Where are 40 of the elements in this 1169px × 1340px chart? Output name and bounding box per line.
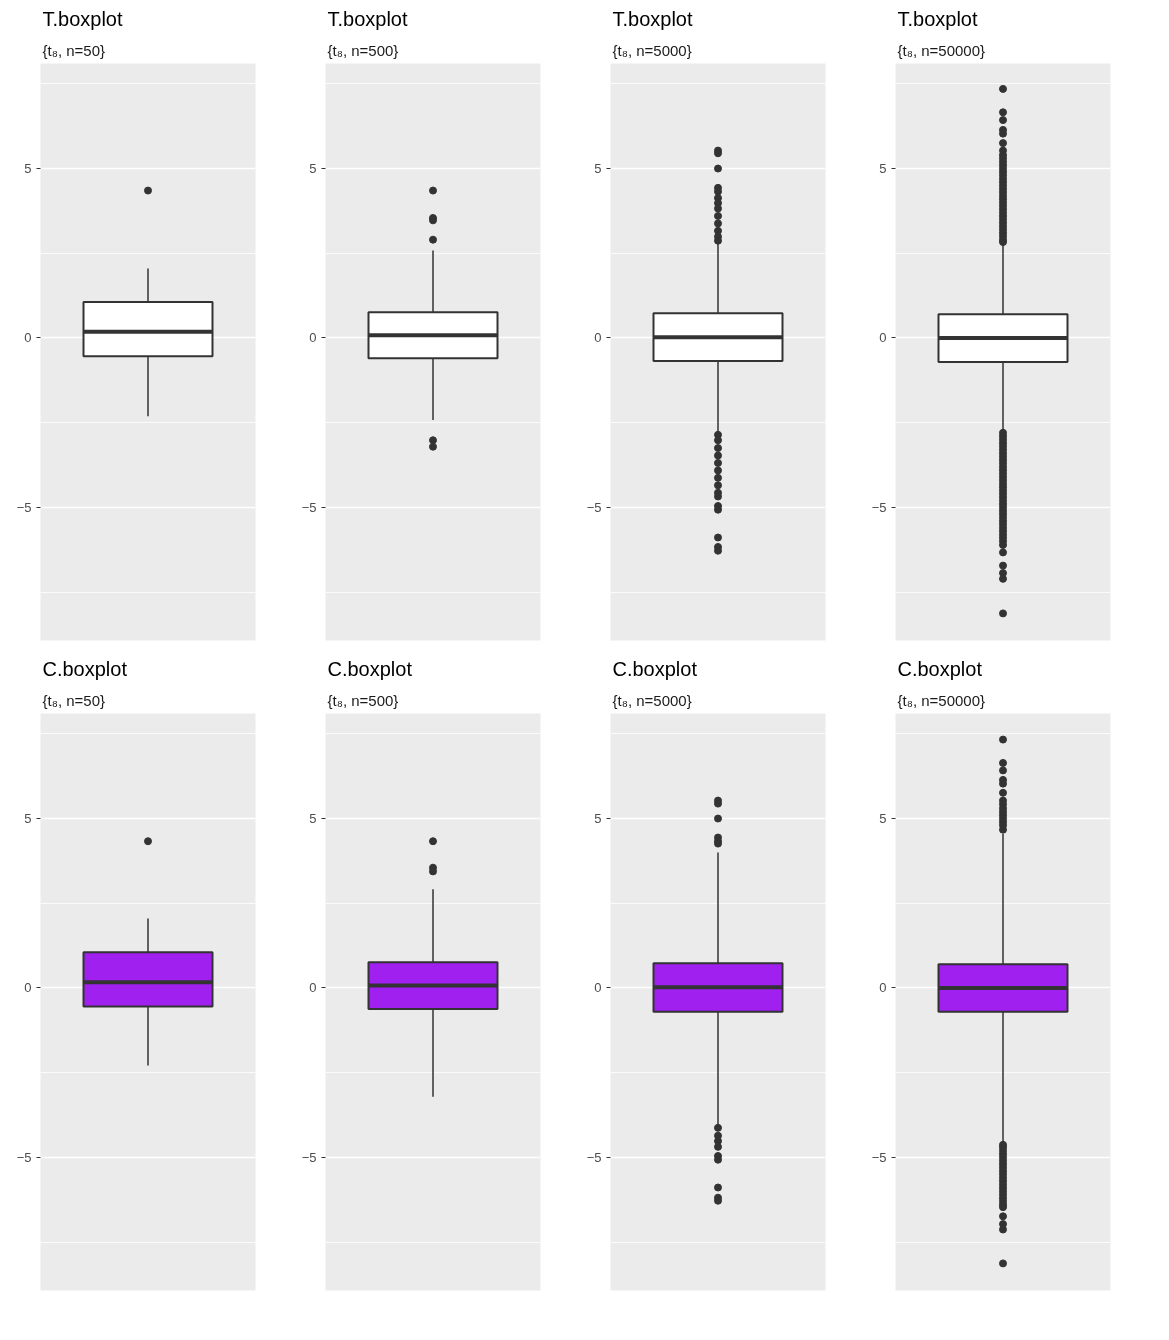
y-tick-label: 0: [24, 980, 32, 996]
chart-title: C.boxplot: [327, 657, 413, 680]
y-tick-label: 0: [594, 980, 602, 996]
chart-title: C.boxplot: [42, 657, 128, 680]
chart-title: T.boxplot: [897, 7, 978, 30]
y-tick-label: 5: [309, 811, 317, 827]
chart-subtitle: {t₈, n=50}: [42, 41, 106, 59]
chart-title: T.boxplot: [612, 7, 693, 30]
y-tick-label: −5: [586, 499, 602, 515]
y-tick-label: 0: [24, 330, 32, 346]
y-tick-label: 5: [309, 161, 317, 177]
chart-title: T.boxplot: [327, 7, 408, 30]
chart-subtitle: {t₈, n=500}: [327, 41, 399, 59]
y-tick-label: 0: [594, 330, 602, 346]
y-tick-label: 5: [594, 161, 602, 177]
y-tick-label: 5: [24, 161, 32, 177]
y-tick-label: 0: [309, 330, 317, 346]
y-tick-label: 5: [879, 811, 887, 827]
y-tick-label: −5: [871, 499, 887, 515]
y-tick-label: −5: [16, 499, 32, 515]
y-tick-label: 5: [24, 811, 32, 827]
chart-title: T.boxplot: [42, 7, 123, 30]
y-tick-label: −5: [16, 1149, 32, 1165]
y-tick-label: −5: [301, 1149, 317, 1165]
y-tick-label: −5: [871, 1149, 887, 1165]
y-tick-label: −5: [586, 1149, 602, 1165]
y-tick-label: 0: [879, 330, 887, 346]
chart-subtitle: {t₈, n=5000}: [612, 691, 692, 709]
chart-subtitle: {t₈, n=50000}: [897, 691, 986, 709]
y-tick-label: 0: [309, 980, 317, 996]
chart-subtitle: {t₈, n=5000}: [612, 41, 692, 59]
y-tick-label: 5: [594, 811, 602, 827]
chart-subtitle: {t₈, n=500}: [327, 691, 399, 709]
chart-subtitle: {t₈, n=50000}: [897, 41, 986, 59]
chart-subtitle: {t₈, n=50}: [42, 691, 106, 709]
y-tick-label: −5: [301, 499, 317, 515]
y-tick-label: 5: [879, 161, 887, 177]
chart-title: C.boxplot: [897, 657, 983, 680]
chart-title: C.boxplot: [612, 657, 698, 680]
y-tick-label: 0: [879, 980, 887, 996]
